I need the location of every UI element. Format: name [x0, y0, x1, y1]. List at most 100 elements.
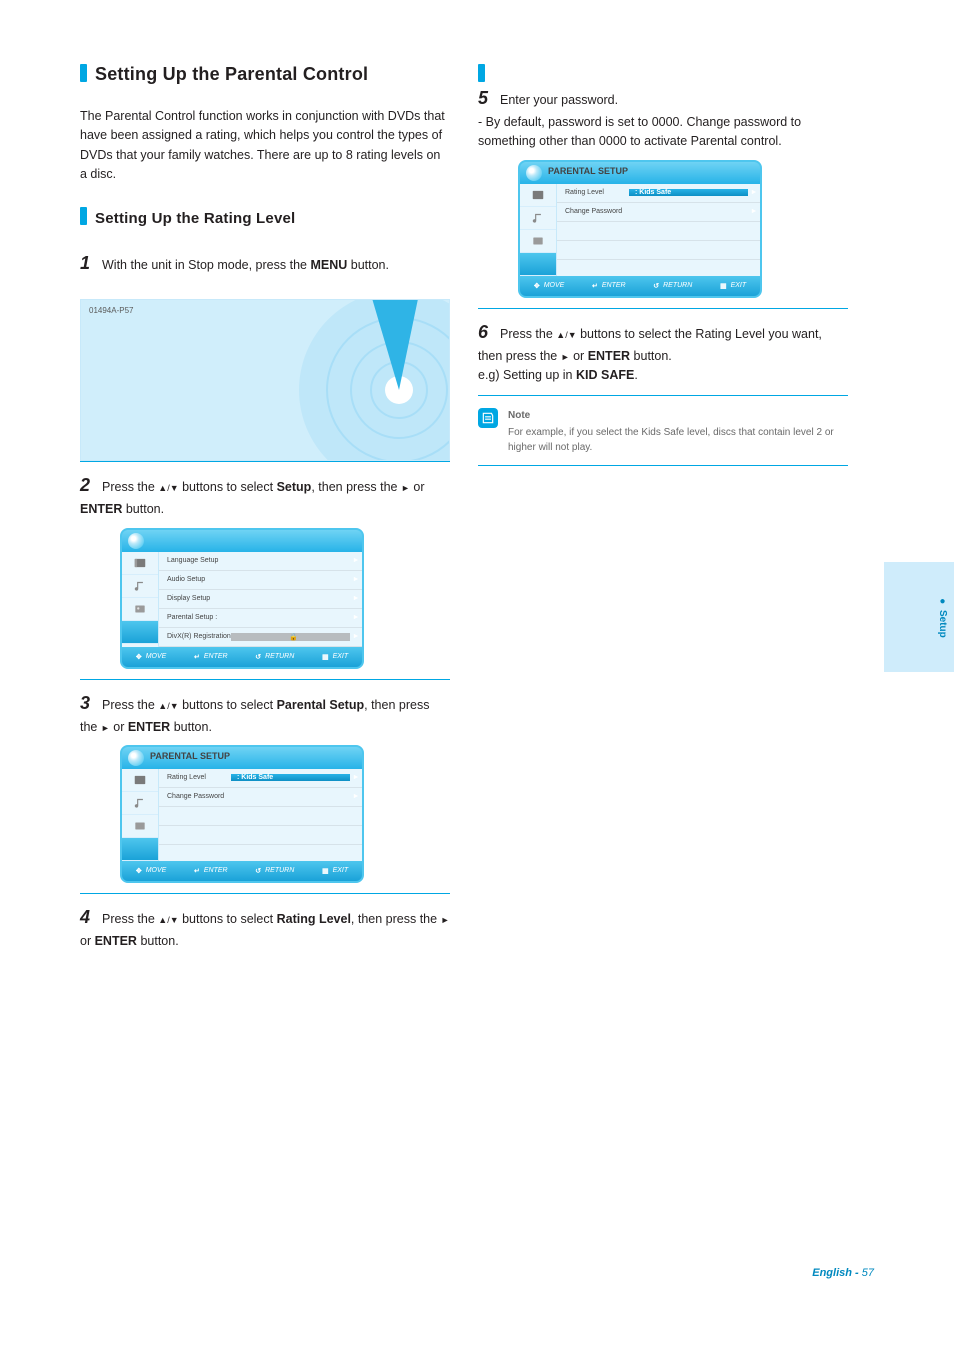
chevron-right-icon: ►: [350, 793, 362, 800]
accent-bar: [80, 207, 87, 225]
menu-row[interactable]: Language Setup ►: [159, 552, 362, 571]
note-text: NoteFor example, if you select the Kids …: [508, 408, 848, 455]
menu-row-selected[interactable]: Rating Level: Kids Safe►: [159, 769, 362, 788]
enter-icon: ↵: [592, 282, 598, 290]
menu-row-label: Rating Level: [159, 769, 231, 787]
disc-icon: [269, 299, 450, 461]
divider: [80, 679, 450, 680]
menu-row-value: : Kids Safe: [629, 189, 748, 196]
step-2: 2Press the ▲/▼ buttons to select Setup, …: [80, 472, 450, 519]
step-number: 2: [80, 472, 102, 500]
menu-row[interactable]: Change Password ►: [557, 203, 760, 222]
card-id: 01494A-P57: [89, 306, 133, 315]
divider: [478, 465, 848, 466]
lock-icon: 🔒: [231, 633, 350, 641]
step-4: 4Press the ▲/▼ buttons to select Rating …: [80, 904, 450, 951]
step-5: 5Enter your password.- By default, passw…: [478, 85, 848, 152]
menu-row-label: Change Password: [159, 788, 231, 806]
enter-icon: ↵: [194, 867, 200, 875]
osd-main: Language Setup ► Audio Setup ► Display Set…: [159, 552, 362, 647]
move-icon: ✥: [534, 282, 540, 290]
step-number: 4: [80, 904, 102, 932]
menu-row: [159, 807, 362, 826]
footer-move: ✥MOVE: [136, 653, 167, 661]
chevron-right-icon: ►: [350, 633, 362, 640]
settings-globe-icon: [122, 838, 158, 861]
menu-row-label: Audio Setup: [159, 571, 231, 589]
page-num: 57: [862, 1267, 874, 1279]
footer-enter: ↵ENTER: [194, 653, 228, 661]
step-text: Press the ▲/▼ buttons to select Parental…: [80, 698, 429, 734]
photo-icon: [122, 598, 158, 621]
chevron-right-icon: ►: [350, 614, 362, 621]
footer-enter: ↵ENTER: [592, 282, 626, 290]
step-text: Press the ▲/▼ buttons to select the Rati…: [478, 327, 822, 382]
footer-enter: ↵ENTER: [194, 867, 228, 875]
osd-sidebar: [122, 552, 159, 647]
chevron-right-icon: ►: [748, 189, 760, 196]
menu-row-selected[interactable]: Rating Level: Kids Safe►: [557, 184, 760, 203]
step-number: 1: [80, 250, 102, 278]
osd-title: PARENTAL SETUP: [548, 166, 628, 176]
osd-titlebar: [122, 530, 362, 552]
enter-icon: ↵: [194, 653, 200, 661]
osd-titlebar: PARENTAL SETUP: [122, 747, 362, 769]
step-text: Press the ▲/▼ buttons to select Rating L…: [80, 912, 449, 948]
menu-row: [557, 222, 760, 241]
film-icon: [122, 769, 158, 792]
exit-icon: ▦: [720, 282, 727, 290]
osd-title: PARENTAL SETUP: [150, 751, 230, 761]
osd-footer: ✥MOVE ↵ENTER ↺RETURN ▦EXIT: [520, 276, 760, 296]
settings-globe-icon: [122, 621, 158, 644]
osd-sidebar: [520, 184, 557, 276]
menu-row[interactable]: Change Password ►: [159, 788, 362, 807]
footer-exit: ▦EXIT: [720, 282, 746, 290]
intro-text: The Parental Control function works in c…: [80, 107, 450, 185]
chevron-right-icon: ►: [350, 576, 362, 583]
chevron-right-icon: ►: [350, 774, 362, 781]
step-3: 3Press the ▲/▼ buttons to select Parenta…: [80, 690, 450, 737]
note-body: For example, if you select the Kids Safe…: [508, 427, 834, 453]
sub-heading: Setting Up the Rating Level: [95, 210, 295, 227]
page-lang: English -: [812, 1267, 858, 1279]
menu-row-label: Parental Setup :: [159, 609, 231, 627]
step-text: With the unit in Stop mode, press the ME…: [102, 258, 389, 272]
chevron-right-icon: ►: [350, 557, 362, 564]
globe-icon: [128, 750, 144, 766]
menu-row-label: Change Password: [557, 203, 629, 221]
chevron-right-icon: ►: [748, 208, 760, 215]
step-number: 3: [80, 690, 102, 718]
menu-row[interactable]: DivX(R) Registration🔒►: [159, 628, 362, 647]
menu-row[interactable]: Audio Setup ►: [159, 571, 362, 590]
osd-sidebar: [122, 769, 159, 861]
music-icon: [122, 575, 158, 598]
globe-icon: [526, 165, 542, 181]
move-icon: ✥: [136, 867, 142, 875]
menu-row: [557, 241, 760, 260]
disc-preview-card: 01494A-P57: [80, 299, 450, 461]
accent-bar: [478, 64, 485, 82]
osd-menu-setup: Language Setup ► Audio Setup ► Display Set…: [120, 528, 364, 669]
photo-icon: [520, 230, 556, 253]
page-number: English - 57: [812, 1267, 874, 1279]
step-text: Press the ▲/▼ buttons to select Setup, t…: [80, 480, 424, 516]
music-icon: [122, 792, 158, 815]
menu-row[interactable]: Display Setup►: [159, 590, 362, 609]
menu-row-label: Rating Level: [557, 184, 629, 202]
menu-row-label: Language Setup: [159, 552, 231, 570]
return-icon: ↺: [255, 867, 261, 875]
menu-row-label: DivX(R) Registration: [159, 628, 231, 646]
osd-menu-parental: PARENTAL SETUP Rating Level: Kids Safe► …: [120, 745, 364, 883]
settings-globe-icon: [520, 253, 556, 276]
move-icon: ✥: [136, 653, 142, 661]
divider: [80, 893, 450, 894]
footer-return: ↺RETURN: [653, 282, 692, 290]
note-block: NoteFor example, if you select the Kids …: [478, 408, 848, 455]
accent-bar: [80, 64, 87, 82]
menu-row-selected[interactable]: Parental Setup : ►: [159, 609, 362, 628]
return-icon: ↺: [255, 653, 261, 661]
photo-icon: [122, 815, 158, 838]
exit-icon: ▦: [322, 653, 329, 661]
film-icon: [520, 184, 556, 207]
globe-icon: [128, 533, 144, 549]
